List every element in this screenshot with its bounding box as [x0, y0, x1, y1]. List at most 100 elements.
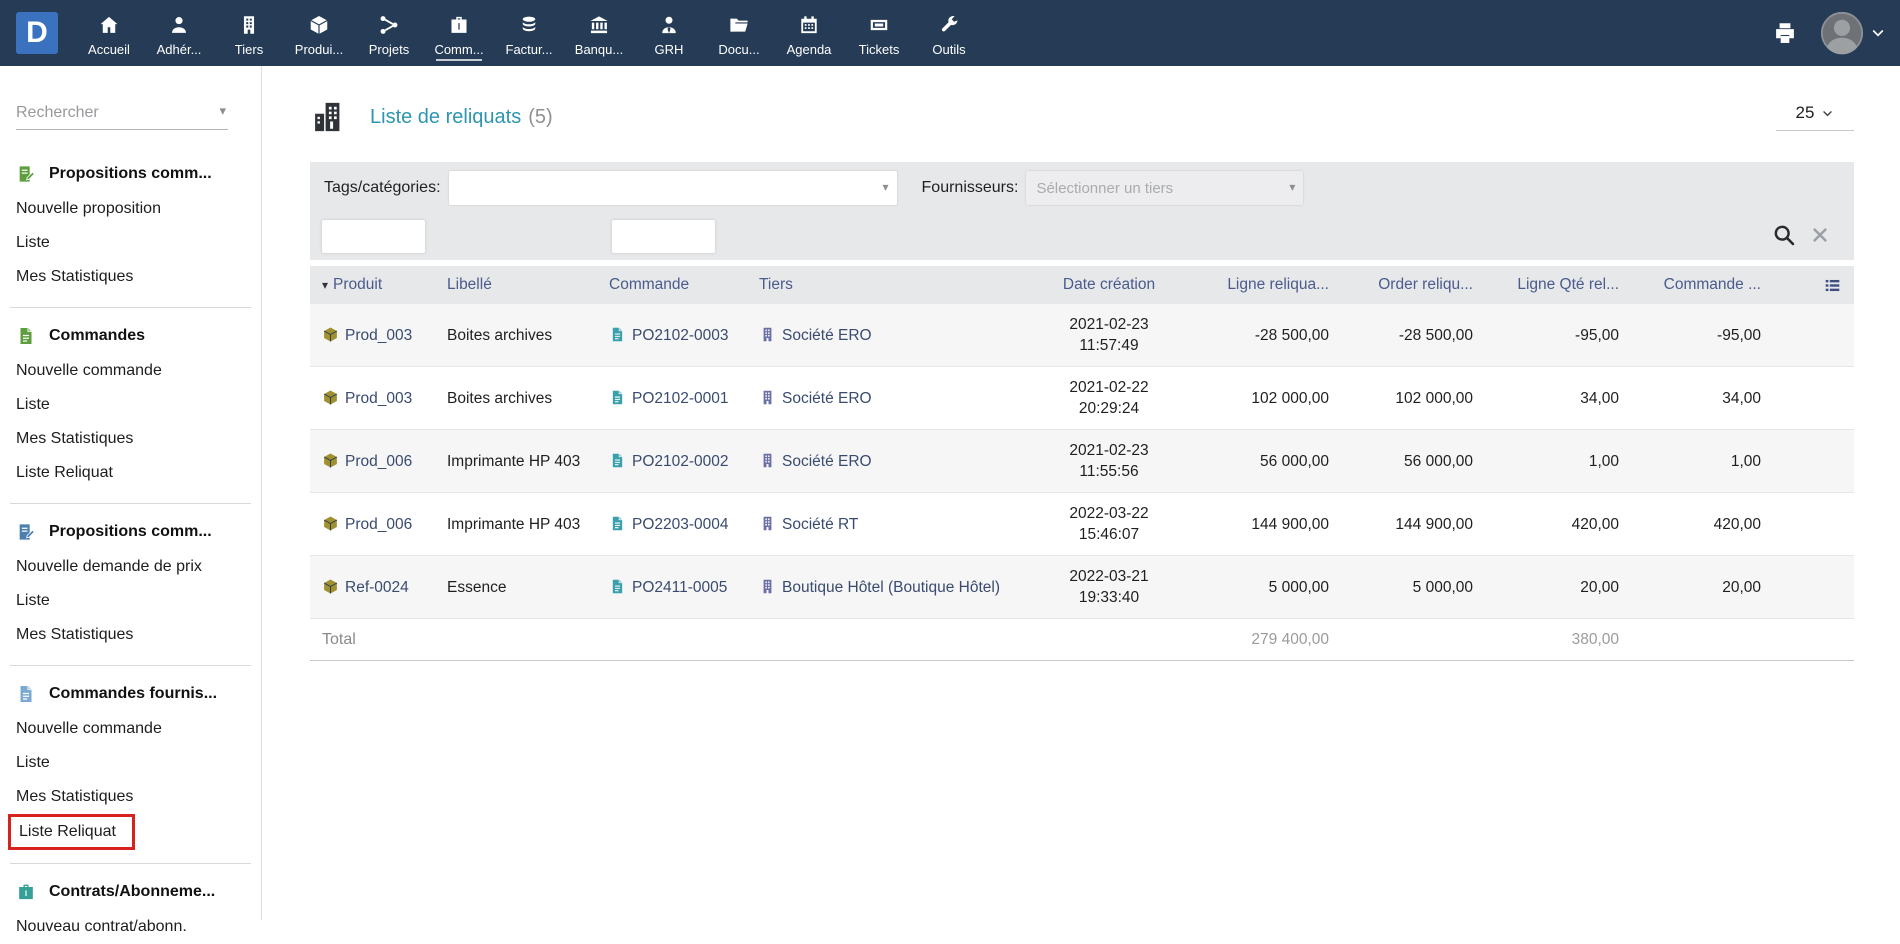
column-header-date-cr-ation[interactable]: Date création [1019, 266, 1199, 304]
column-header-columns-selector[interactable] [1773, 266, 1854, 304]
thirdparty-link[interactable]: Société RT [782, 515, 859, 533]
sidebar-item[interactable]: Mes Statistiques [16, 788, 134, 805]
column-header-commande[interactable]: Commande ... [1631, 266, 1773, 304]
nav-item-tools[interactable]: Outils [914, 0, 984, 66]
sidebar-divider [10, 503, 251, 504]
ligne-qte-cell: -95,00 [1575, 326, 1619, 344]
nav-item-label: Tiers [234, 41, 264, 57]
sidebar-item[interactable]: Liste [16, 234, 50, 251]
nav-item-label: Docu... [718, 41, 760, 57]
nav-item-thirdparty[interactable]: Tiers [214, 0, 284, 66]
nav-item-label: Comm... [434, 41, 484, 57]
suppliers-filter-label: Fournisseurs: [921, 179, 1019, 196]
suppliers-select-placeholder: Sélectionner un tiers [1036, 179, 1174, 197]
nav-item-bank[interactable]: Banqu... [564, 0, 634, 66]
thirdparty-link[interactable]: Société ERO [782, 326, 872, 344]
sidebar-item-highlighted[interactable]: Liste Reliquat [8, 814, 135, 850]
column-header-order-reliqu[interactable]: Order reliqu... [1341, 266, 1485, 304]
product-link[interactable]: Prod_006 [345, 515, 413, 533]
user-avatar[interactable] [1820, 11, 1864, 55]
product-link[interactable]: Prod_006 [345, 452, 413, 470]
nav-item-billing[interactable]: Factur... [494, 0, 564, 66]
nav-item-member[interactable]: Adhér... [144, 0, 214, 66]
product-link[interactable]: Ref-0024 [345, 578, 409, 596]
order-link[interactable]: PO2102-0002 [632, 452, 729, 470]
column-header-ligne-reliqua[interactable]: Ligne reliqua... [1199, 266, 1341, 304]
tags-select[interactable]: ▾ [448, 171, 897, 205]
product-filter-input[interactable] [322, 220, 425, 253]
thirdparty-link[interactable]: Société ERO [782, 389, 872, 407]
commande-qte-cell: 34,00 [1722, 389, 1761, 407]
empty-cell [1773, 493, 1854, 556]
sidebar-section-title-4[interactable]: Contrats/Abonneme... [16, 882, 245, 902]
list-columns-icon [1823, 276, 1842, 295]
nav-item-agenda[interactable]: Agenda [774, 0, 844, 66]
sidebar-section-title-2[interactable]: Propositions comm... [16, 522, 245, 542]
nav-item-commerce[interactable]: Comm... [424, 0, 494, 66]
sidebar-item[interactable]: Liste [16, 396, 50, 413]
date-creation-cell: 2022-03-22 15:46:07 [1069, 505, 1149, 543]
product-cube-icon [322, 389, 339, 406]
product-link[interactable]: Prod_003 [345, 389, 413, 407]
search-input[interactable] [16, 96, 228, 129]
thirdparty-link[interactable]: Boutique Hôtel (Boutique Hôtel) [782, 578, 1000, 596]
order-link[interactable]: PO2203-0004 [632, 515, 729, 533]
sidebar-section-title-1[interactable]: Commandes [16, 326, 245, 346]
sidebar-item[interactable]: Mes Statistiques [16, 430, 134, 447]
empty-cell [1773, 367, 1854, 430]
ligne-reliquat-cell: 102 000,00 [1251, 389, 1329, 407]
nav-item-hrm[interactable]: GRH [634, 0, 704, 66]
nav-item-ticket[interactable]: Tickets [844, 0, 914, 66]
page-size-selector[interactable]: 25 [1776, 103, 1854, 131]
sidebar-item[interactable]: Nouvelle proposition [16, 200, 161, 217]
sidebar-item[interactable]: Liste [16, 754, 50, 771]
column-header-ligne-qt-rel[interactable]: Ligne Qté rel... [1485, 266, 1631, 304]
navbar-right [1772, 11, 1886, 55]
search-icon[interactable] [1772, 223, 1796, 247]
sidebar-section-title-0[interactable]: Propositions comm... [16, 164, 245, 184]
sidebar-item[interactable]: Liste [16, 592, 50, 609]
sidebar-item[interactable]: Nouvelle commande [16, 362, 162, 379]
nav-item-project[interactable]: Projets [354, 0, 424, 66]
sidebar-item[interactable]: Liste Reliquat [16, 464, 113, 481]
sidebar-item[interactable]: Mes Statistiques [16, 268, 134, 285]
bank-icon [588, 14, 610, 36]
nav-item-documents[interactable]: Docu... [704, 0, 774, 66]
close-icon[interactable] [1810, 225, 1830, 245]
chevron-down-icon[interactable] [1870, 25, 1886, 41]
top-navbar: D Accueil Adhér... Tiers Produi... Projets Co… [0, 0, 1900, 66]
product-link[interactable]: Prod_003 [345, 326, 413, 344]
order-link[interactable]: PO2102-0003 [632, 326, 729, 344]
column-header-libell[interactable]: Libellé [435, 266, 597, 304]
column-header-tiers[interactable]: Tiers [747, 266, 1019, 304]
nav-item-home[interactable]: Accueil [74, 0, 144, 66]
commerce-icon [448, 14, 470, 36]
thirdparty-link[interactable]: Société ERO [782, 452, 872, 470]
column-header-label: Commande ... [1663, 276, 1761, 293]
printer-icon[interactable] [1772, 20, 1798, 46]
order-filter-input[interactable] [612, 220, 715, 253]
column-header-produit[interactable]: ▾ Produit [310, 266, 435, 304]
table-header-row: ▾ Produit Libellé Commande Tiers Date créatio… [310, 266, 1854, 304]
nav-item-product[interactable]: Produi... [284, 0, 354, 66]
sidebar-item[interactable]: Nouveau contrat/abonn. [16, 918, 187, 935]
filter-row-selects: Tags/catégories: ▾ Fournisseurs: Sélecti… [310, 162, 1854, 214]
page-title[interactable]: Liste de reliquats [370, 105, 522, 128]
column-header-commande[interactable]: Commande [597, 266, 747, 304]
suppliers-select[interactable]: Sélectionner un tiers ▾ [1026, 171, 1304, 205]
order-link[interactable]: PO2102-0001 [632, 389, 729, 407]
sort-caret-icon: ▾ [322, 278, 329, 292]
caret-down-icon: ▾ [882, 180, 889, 194]
sidebar-item[interactable]: Mes Statistiques [16, 626, 134, 643]
caret-down-icon[interactable]: ▾ [219, 103, 226, 118]
total-ligne-reliquat: 279 400,00 [1251, 630, 1329, 648]
sidebar-section-title-3[interactable]: Commandes fournis... [16, 684, 245, 704]
ligne-reliquat-cell: -28 500,00 [1254, 326, 1329, 344]
sidebar-item[interactable]: Nouvelle commande [16, 720, 162, 737]
order-link[interactable]: PO2411-0005 [632, 578, 728, 596]
sidebar-item[interactable]: Nouvelle demande de prix [16, 558, 202, 575]
thirdparty-building-icon [759, 389, 776, 406]
product-cube-icon [322, 452, 339, 469]
sidebar-divider [10, 307, 251, 308]
app-logo[interactable]: D [16, 12, 58, 54]
